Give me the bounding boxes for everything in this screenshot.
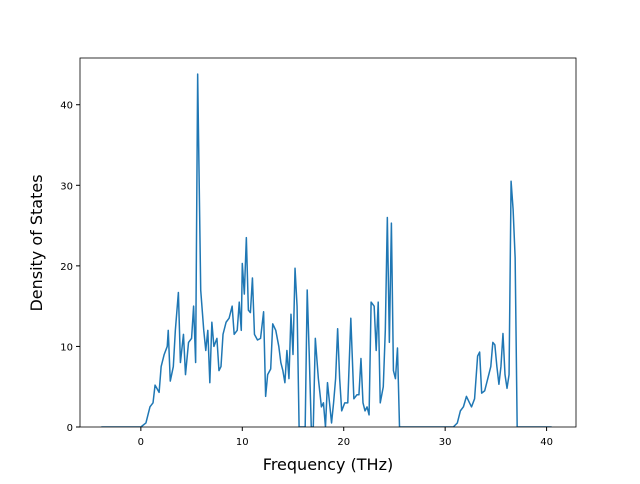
y-tick-label: 30 — [60, 181, 73, 192]
x-tick-label: 40 — [540, 437, 553, 448]
y-tick-label: 20 — [60, 262, 73, 273]
y-axis-label: Density of States — [27, 174, 46, 311]
x-tick-label: 10 — [236, 437, 249, 448]
x-tick-label: 20 — [337, 437, 350, 448]
x-axis-label: Frequency (THz) — [263, 455, 393, 474]
data-line — [101, 73, 552, 427]
x-tick-label: 30 — [439, 437, 452, 448]
x-tick-label: 0 — [138, 437, 144, 448]
y-tick-label: 10 — [60, 342, 73, 353]
y-tick-label: 0 — [67, 423, 73, 434]
y-tick-label: 40 — [60, 101, 73, 112]
plot-frame — [79, 57, 577, 428]
